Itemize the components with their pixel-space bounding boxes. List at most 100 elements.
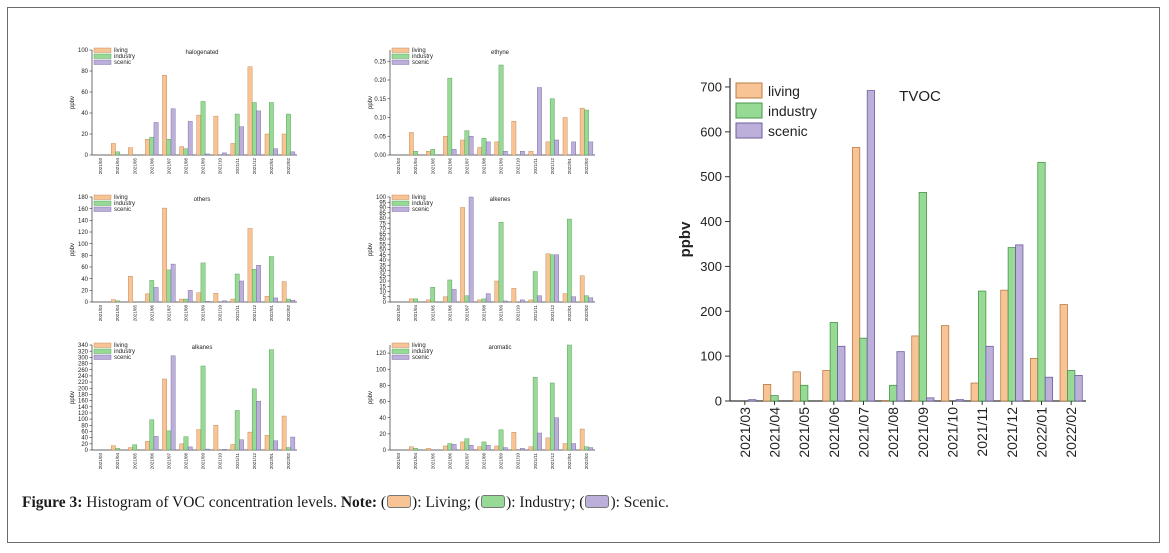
bar-industry-2021-04 xyxy=(115,300,120,303)
bar-industry-2022-01 xyxy=(567,344,572,451)
legend-swatch-scenic xyxy=(735,122,763,139)
bar-industry-2021-08 xyxy=(183,436,189,451)
bar-scenic-2022-01 xyxy=(1044,376,1054,402)
bar-living-2021-08 xyxy=(477,446,483,451)
bar-scenic-2021-12 xyxy=(554,417,559,451)
bar-industry-2021-08 xyxy=(889,384,898,402)
bar-industry-2022-02 xyxy=(584,109,589,156)
bar-scenic-2021-07 xyxy=(468,196,474,303)
bar-living-2021-05 xyxy=(426,299,431,303)
y-tick-label: 0 xyxy=(85,300,89,306)
x-tick-label: 2021/10 xyxy=(218,453,223,470)
x-tick-label: 2021/12 xyxy=(252,453,257,470)
bar-industry-2021-12 xyxy=(549,382,555,451)
bar-industry-2022-02 xyxy=(286,447,291,451)
bar-living-2021-10 xyxy=(213,425,219,451)
y-tick-label: 320 xyxy=(78,349,89,355)
bar-scenic-2021-07 xyxy=(468,136,474,156)
legend-label-living: living xyxy=(412,48,426,54)
bar-scenic-2021-06 xyxy=(153,436,159,451)
bar-industry-2021-07 xyxy=(464,438,470,451)
bar-living-2021-05 xyxy=(128,447,133,451)
bar-living-2021-04 xyxy=(111,445,116,451)
bar-living-2021-06 xyxy=(145,441,150,451)
y-tick-label: 10 xyxy=(379,290,386,296)
bar-scenic-2021-09 xyxy=(204,153,210,156)
bar-living-2021-04 xyxy=(409,132,414,156)
bar-living-2021-11 xyxy=(230,298,236,303)
legend-swatch-scenic xyxy=(391,206,410,212)
x-tick-label: 2021/11 xyxy=(533,305,538,321)
chart-alkanes: 0204060801001201401601802002202402602803… xyxy=(70,342,297,470)
bar-living-2021-10 xyxy=(511,432,517,451)
x-tick-label: 2021/06 xyxy=(447,453,452,470)
bar-living-2021-05 xyxy=(426,151,431,156)
y-tick-label: 0 xyxy=(715,394,722,409)
y-axis-label: ppbv xyxy=(677,221,694,257)
x-tick-label: 2021/05 xyxy=(132,158,137,175)
bar-scenic-2022-02 xyxy=(290,300,296,303)
x-tick-label: 2022/01 xyxy=(567,158,572,175)
bar-industry-2021-11 xyxy=(532,377,538,451)
note-industry: ): Industry; ( xyxy=(506,494,585,511)
x-tick-label: 2021/08 xyxy=(482,305,487,322)
bar-living-2021-11 xyxy=(528,151,534,156)
bar-living-2022-02 xyxy=(1059,304,1068,402)
bar-industry-2021-05 xyxy=(800,384,809,402)
legend-swatch-industry xyxy=(93,200,112,206)
bar-scenic-2022-02 xyxy=(290,151,296,156)
bar-industry-2021-08 xyxy=(481,441,487,451)
bar-scenic-2021-06 xyxy=(451,444,457,451)
x-tick-label: 2021/08 xyxy=(482,158,487,175)
x-tick-label: 2021/12 xyxy=(550,453,555,470)
bar-living-2021-07 xyxy=(162,207,167,303)
bar-living-2021-06 xyxy=(145,293,150,303)
y-tick-label: 700 xyxy=(700,80,722,95)
y-tick-label: 100 xyxy=(78,48,89,54)
legend-label-industry: industry xyxy=(114,201,135,207)
bar-industry-2022-02 xyxy=(286,113,291,156)
y-tick-label: 100 xyxy=(376,195,387,201)
bar-scenic-2021-10 xyxy=(520,448,525,451)
x-tick-label: 2021/06 xyxy=(149,158,154,175)
x-tick-label: 2021/06 xyxy=(826,407,842,458)
industry-swatch xyxy=(481,495,506,508)
x-tick-label: 2021/03 xyxy=(396,158,401,175)
bar-scenic-2022-01 xyxy=(273,440,278,451)
y-tick-label: 80 xyxy=(379,216,386,222)
x-tick-label: 2021/07 xyxy=(166,305,171,322)
y-axis-label: ppbv xyxy=(368,243,374,256)
y-tick-label: 280 xyxy=(78,362,89,368)
x-tick-label: 2022/01 xyxy=(567,453,572,470)
y-tick-label: 500 xyxy=(700,169,722,184)
y-tick-label: 75 xyxy=(379,221,386,227)
bar-industry-2022-01 xyxy=(567,218,572,303)
x-tick-label: 2021/04 xyxy=(115,453,120,470)
bar-scenic-2022-02 xyxy=(588,297,594,303)
legend-swatch-industry xyxy=(391,348,410,354)
x-tick-label: 2021/05 xyxy=(430,305,435,322)
y-tick-label: 65 xyxy=(379,232,386,238)
bar-living-2021-06 xyxy=(822,370,831,402)
bar-scenic-2021-06 xyxy=(451,289,457,303)
x-tick-label: 2021/12 xyxy=(1004,407,1020,458)
bar-industry-2021-08 xyxy=(183,298,189,303)
bar-living-2021-10 xyxy=(940,325,950,402)
legend-label-scenic: scenic xyxy=(114,60,131,66)
x-tick-label: 2021/07 xyxy=(166,453,171,470)
bar-industry-2021-08 xyxy=(183,148,189,156)
y-tick-label: 140 xyxy=(78,405,89,411)
y-tick-label: 200 xyxy=(700,304,722,319)
bar-living-2021-07 xyxy=(460,139,465,156)
chart-halogenated: 0 20 40 60 80 100 ppbv 2021/03 2021/04 2021/05 202… xyxy=(70,47,297,175)
note-scenic: ): Scenic. xyxy=(610,494,669,511)
legend-label-industry: industry xyxy=(412,201,433,207)
bar-industry-2022-02 xyxy=(286,298,291,303)
y-tick-label: 20 xyxy=(81,132,88,138)
y-axis-label: ppbv xyxy=(70,243,76,256)
bar-scenic-2021-07 xyxy=(866,90,876,402)
y-tick-label: 100 xyxy=(78,417,89,423)
bar-scenic-2021-08 xyxy=(896,351,905,402)
chart-others: 0 20 40 60 80 100 120 140 160 180 ppbv 2021/03 2021/… xyxy=(70,194,297,322)
x-tick-label: 2021/05 xyxy=(132,453,137,470)
